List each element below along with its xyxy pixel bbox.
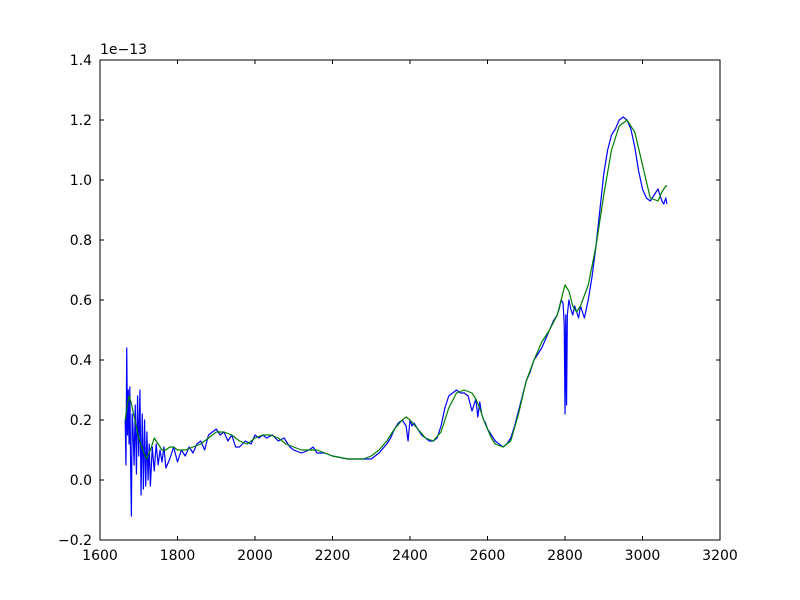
x-tick-label: 1800 xyxy=(160,548,196,564)
y-tick-label: 0.2 xyxy=(70,413,92,429)
x-tick-label: 3200 xyxy=(702,548,738,564)
series-line-1 xyxy=(124,119,668,460)
tick-layer: 1600 1800 2000 2200 2400 2600 2800 3000 3200 −0.2… xyxy=(58,53,738,564)
x-tick-label: 2800 xyxy=(547,548,583,564)
y-tick-label: 0.8 xyxy=(70,233,92,249)
x-tick-label: 2600 xyxy=(470,548,506,564)
x-tick-label: 2000 xyxy=(237,548,273,564)
series-layer xyxy=(124,116,668,517)
y-tick-label: 0.4 xyxy=(70,353,92,369)
y-tick-label: 0.6 xyxy=(70,293,92,309)
x-tick-label: 2200 xyxy=(315,548,351,564)
y-tick-label: 0.0 xyxy=(70,473,92,489)
y-offset-label: 1e−13 xyxy=(100,42,147,58)
x-tick-label: 2400 xyxy=(392,548,428,564)
x-tick-label: 3000 xyxy=(625,548,661,564)
y-tick-label: 1.2 xyxy=(70,113,92,129)
y-tick-label: −0.2 xyxy=(58,533,92,549)
y-tick-label: 1.0 xyxy=(70,173,92,189)
y-tick-label: 1.4 xyxy=(70,53,92,69)
x-tick-label: 1600 xyxy=(82,548,118,564)
